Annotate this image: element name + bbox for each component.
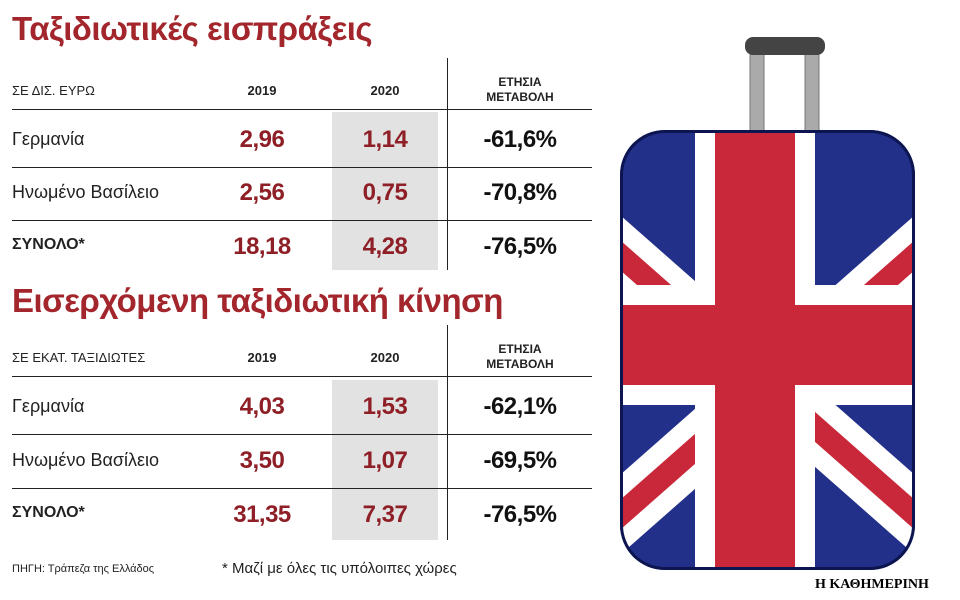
column-header: 2020 [370, 83, 400, 98]
value-2020: 7,37 [362, 501, 408, 528]
annual-change: -76,5% [483, 501, 557, 528]
value-2019: 31,35 [233, 501, 291, 528]
suitcase-illustration [620, 37, 915, 570]
column-header: ΕΤΗΣΙΑ ΜΕΤΑΒΟΛΗ [486, 75, 554, 104]
unit-label: ΣΕ ΔΙΣ. ΕΥΡΩ [12, 83, 95, 98]
annual-change: -69,5% [483, 447, 557, 474]
row-label: Γερμανία [12, 396, 85, 416]
column-header: 2020 [370, 350, 400, 365]
value-2019: 4,03 [239, 393, 285, 420]
value-2019: 2,56 [239, 179, 285, 206]
value-2019: 3,50 [239, 447, 285, 474]
row-label: ΣΥΝΟΛΟ* [12, 236, 85, 253]
brand: Η ΚΑΘΗΜΕΡΙΝΗ [815, 577, 929, 592]
row-rule [12, 220, 592, 221]
annual-change: -61,6% [483, 126, 557, 153]
footnote: * Μαζί με όλες τις υπόλοιπες χώρες [222, 560, 457, 577]
column-header: 2019 [247, 350, 277, 365]
column-header: ΕΤΗΣΙΑ ΜΕΤΑΒΟΛΗ [486, 342, 554, 371]
annual-change: -62,1% [483, 393, 557, 420]
row-label: Ηνωμένο Βασίλειο [12, 182, 160, 202]
row-rule [12, 109, 592, 110]
row-rule [12, 434, 592, 435]
column-header: 2019 [247, 83, 277, 98]
value-2019: 2,96 [239, 126, 285, 153]
value-2020: 1,53 [362, 393, 408, 420]
row-rule [12, 376, 592, 377]
table-title: Εισερχόμενη ταξιδιωτική κίνηση [12, 282, 503, 319]
value-2020: 4,28 [362, 233, 408, 260]
column-divider [447, 325, 448, 540]
row-rule [12, 167, 592, 168]
value-2020: 0,75 [362, 179, 408, 206]
column-divider [447, 58, 448, 270]
row-label: Γερμανία [12, 129, 85, 149]
value-2020: 1,14 [362, 126, 408, 153]
row-label: Ηνωμένο Βασίλειο [12, 450, 160, 470]
highlight-column [332, 112, 438, 270]
unit-label: ΣΕ ΕΚΑΤ. ΤΑΞΙΔΙΩΤΕΣ [12, 350, 146, 365]
table-title: Ταξιδιωτικές εισπράξεις [12, 10, 373, 47]
value-2019: 18,18 [233, 233, 291, 260]
annual-change: -70,8% [483, 179, 557, 206]
value-2020: 1,07 [362, 447, 408, 474]
highlight-column [332, 380, 438, 540]
source: ΠΗΓΗ: Τράπεζα της Ελλάδος [12, 563, 155, 575]
row-rule [12, 488, 592, 489]
row-label: ΣΥΝΟΛΟ* [12, 504, 85, 521]
annual-change: -76,5% [483, 233, 557, 260]
